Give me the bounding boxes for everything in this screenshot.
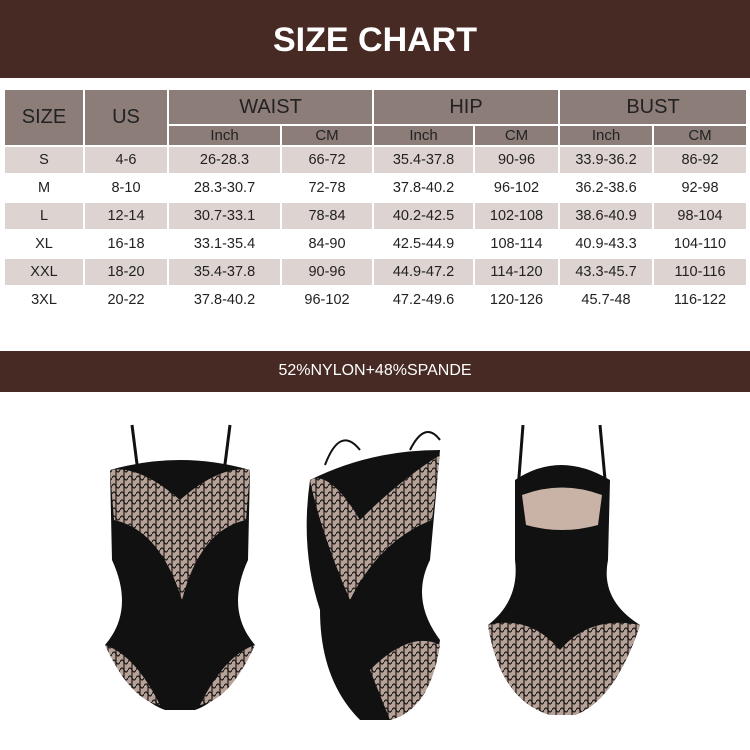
cell-bust-inch: 43.3-45.7 bbox=[560, 259, 652, 285]
cell-waist-cm: 72-78 bbox=[308, 180, 346, 196]
cell-bust-inch: 36.2-38.6 bbox=[575, 180, 637, 196]
cell-hip-inch: 42.5-44.9 bbox=[392, 236, 455, 252]
cell-hip-cm: 102-108 bbox=[475, 203, 558, 229]
size-table: SIZE US WAIST HIP BUST Inch CM Inch CM I… bbox=[3, 88, 748, 315]
cell-size: S bbox=[5, 147, 83, 173]
cell-size: XL bbox=[35, 236, 53, 252]
table-row: 3XL 20-22 37.8-40.2 96-102 47.2-49.6 120-126 4… bbox=[5, 287, 746, 313]
cell-hip-cm: 96-102 bbox=[493, 180, 540, 196]
material-banner: 52%NYLON+48%SPANDE bbox=[0, 351, 750, 392]
cell-waist-inch: 37.8-40.2 bbox=[193, 292, 256, 308]
cell-size: L bbox=[5, 203, 83, 229]
header-hip-inch: Inch bbox=[374, 126, 473, 145]
cell-bust-cm: 92-98 bbox=[681, 180, 719, 196]
header-waist: WAIST bbox=[169, 90, 372, 124]
header-hip-cm: CM bbox=[475, 126, 558, 145]
table-row: S 4-6 26-28.3 66-72 35.4-37.8 90-96 33.9-36.2 8… bbox=[5, 147, 746, 173]
header-us: US bbox=[85, 90, 167, 145]
header-hip: HIP bbox=[374, 90, 558, 124]
cell-bust-cm: 116-122 bbox=[673, 292, 727, 308]
cell-hip-cm: 114-120 bbox=[475, 259, 558, 285]
cell-hip-inch: 44.9-47.2 bbox=[374, 259, 473, 285]
cell-waist-cm: 78-84 bbox=[282, 203, 372, 229]
cell-bust-cm: 104-110 bbox=[673, 236, 727, 252]
cell-waist-inch: 28.3-30.7 bbox=[193, 180, 256, 196]
table-row: XL 16-18 33.1-35.4 84-90 42.5-44.9 108-114 40.… bbox=[5, 231, 746, 257]
cell-waist-inch: 30.7-33.1 bbox=[169, 203, 280, 229]
cell-bust-cm: 86-92 bbox=[654, 147, 746, 173]
table-row: L 12-14 30.7-33.1 78-84 40.2-42.5 102-108 38.6… bbox=[5, 203, 746, 229]
cell-hip-cm: 120-126 bbox=[489, 292, 544, 308]
cell-waist-inch: 26-28.3 bbox=[169, 147, 280, 173]
table-row: M 8-10 28.3-30.7 72-78 37.8-40.2 96-102 36.2-3… bbox=[5, 175, 746, 201]
header-waist-cm: CM bbox=[282, 126, 372, 145]
cell-bust-cm: 110-116 bbox=[654, 259, 746, 285]
cell-us: 4-6 bbox=[85, 147, 167, 173]
header-bust: BUST bbox=[560, 90, 746, 124]
cell-us: 12-14 bbox=[85, 203, 167, 229]
cell-waist-cm: 66-72 bbox=[282, 147, 372, 173]
cell-size: M bbox=[37, 180, 51, 196]
cell-waist-cm: 90-96 bbox=[282, 259, 372, 285]
product-images bbox=[105, 424, 640, 720]
cell-size: 3XL bbox=[31, 292, 57, 308]
cell-hip-inch: 47.2-49.6 bbox=[392, 292, 455, 308]
cell-hip-inch: 37.8-40.2 bbox=[392, 180, 455, 196]
cell-bust-cm: 98-104 bbox=[654, 203, 746, 229]
cell-hip-cm: 108-114 bbox=[490, 236, 543, 252]
table-row: XXL 18-20 35.4-37.8 90-96 44.9-47.2 114-120 43… bbox=[5, 259, 746, 285]
cell-bust-inch: 40.9-43.3 bbox=[575, 236, 637, 252]
cell-size: XXL bbox=[5, 259, 83, 285]
cell-us: 16-18 bbox=[107, 236, 145, 252]
cell-bust-inch: 38.6-40.9 bbox=[560, 203, 652, 229]
bodysuit-back-image bbox=[488, 424, 640, 715]
cell-bust-inch: 45.7-48 bbox=[581, 292, 631, 308]
cell-waist-cm: 84-90 bbox=[308, 236, 346, 252]
cell-hip-inch: 40.2-42.5 bbox=[374, 203, 473, 229]
cell-hip-inch: 35.4-37.8 bbox=[374, 147, 473, 173]
bodysuit-side-image bbox=[306, 431, 441, 720]
title-banner: SIZE CHART bbox=[0, 0, 750, 78]
header-size: SIZE bbox=[5, 90, 83, 145]
cell-waist-inch: 35.4-37.8 bbox=[169, 259, 280, 285]
cell-us: 20-22 bbox=[107, 292, 145, 308]
cell-waist-inch: 33.1-35.4 bbox=[193, 236, 256, 252]
cell-hip-cm: 90-96 bbox=[475, 147, 558, 173]
header-bust-cm: CM bbox=[654, 126, 746, 145]
cell-us: 18-20 bbox=[85, 259, 167, 285]
cell-us: 8-10 bbox=[111, 180, 141, 196]
cell-bust-inch: 33.9-36.2 bbox=[560, 147, 652, 173]
cell-waist-cm: 96-102 bbox=[304, 292, 350, 308]
bodysuit-front-image bbox=[105, 424, 255, 710]
header-waist-inch: Inch bbox=[169, 126, 280, 145]
header-bust-inch: Inch bbox=[560, 126, 652, 145]
